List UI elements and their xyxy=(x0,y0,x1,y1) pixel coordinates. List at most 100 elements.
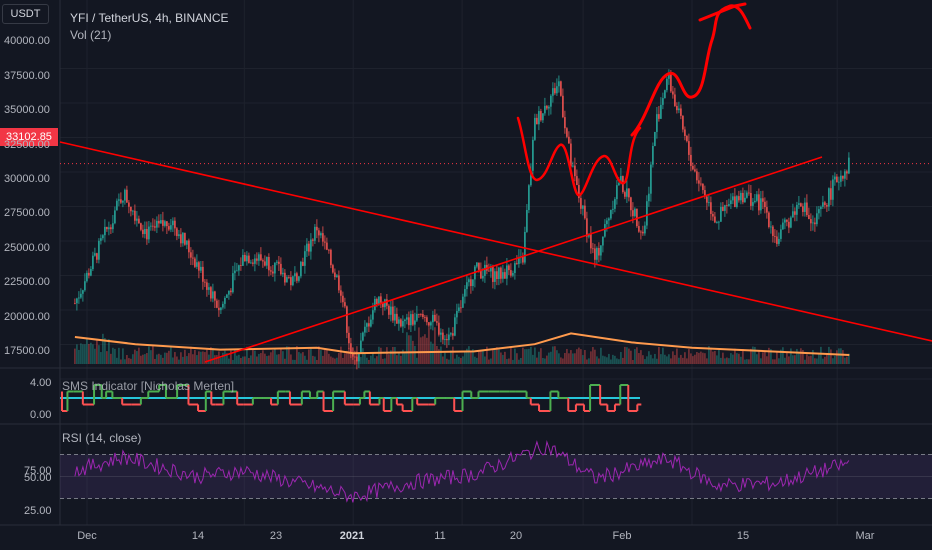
candle-body xyxy=(600,245,602,256)
candle-body xyxy=(168,226,170,230)
volume-bar xyxy=(224,350,226,364)
volume-bar xyxy=(312,355,314,364)
volume-bar xyxy=(390,350,392,364)
candle-body xyxy=(308,243,310,252)
candle-body xyxy=(530,170,532,186)
candle-body xyxy=(576,176,578,186)
volume-bar xyxy=(406,332,408,364)
candle-body xyxy=(362,332,364,341)
candle-body xyxy=(694,169,696,172)
volume-bar xyxy=(346,350,348,364)
volume-bar xyxy=(676,348,678,364)
candle-body xyxy=(770,226,772,228)
candle-body xyxy=(338,275,340,291)
candle-body xyxy=(122,200,124,203)
candle-body xyxy=(220,307,222,311)
volume-bar xyxy=(78,349,80,364)
volume-bar xyxy=(376,356,378,364)
volume-bar xyxy=(104,338,106,364)
volume-bar xyxy=(494,349,496,364)
volume-bar xyxy=(374,358,376,364)
candle-body xyxy=(710,202,712,214)
volume-bar xyxy=(248,357,250,364)
volume-bar xyxy=(750,348,752,364)
y-tick: 32500.00 xyxy=(4,139,50,151)
volume-bar xyxy=(592,347,594,364)
candle-body xyxy=(594,248,596,260)
candle-body xyxy=(248,255,250,263)
volume-bar xyxy=(500,352,502,364)
candle-body xyxy=(700,183,702,185)
candle-body xyxy=(232,273,234,293)
volume-bar xyxy=(176,356,178,364)
candle-body xyxy=(422,314,424,317)
candle-body xyxy=(222,303,224,308)
volume-bar xyxy=(212,347,214,364)
candle-body xyxy=(104,226,106,236)
volume-bar xyxy=(534,347,536,364)
volume-bar xyxy=(388,354,390,364)
volume-bar xyxy=(634,349,636,364)
volume-bar xyxy=(630,350,632,364)
volume-bar xyxy=(766,356,768,364)
volume-bar xyxy=(342,357,344,364)
candle-body xyxy=(250,262,252,264)
sms-indicator-pane xyxy=(60,384,642,412)
candle-body xyxy=(356,356,358,362)
candle-body xyxy=(344,302,346,307)
volume-bar xyxy=(386,347,388,364)
candle-body xyxy=(234,270,236,274)
volume-bar xyxy=(306,359,308,364)
candle-body xyxy=(580,198,582,209)
candle-body xyxy=(74,303,76,304)
candle-body xyxy=(760,198,762,211)
volume-bar xyxy=(530,346,532,364)
candle-body xyxy=(668,72,670,79)
volume-bar xyxy=(684,352,686,364)
volume-bar xyxy=(264,353,266,364)
candle-body xyxy=(834,176,836,180)
candle-body xyxy=(326,242,328,250)
candle-body xyxy=(214,291,216,301)
volume-bar xyxy=(694,354,696,364)
candle-body xyxy=(512,273,514,276)
candle-body xyxy=(822,202,824,207)
candle-body xyxy=(636,208,638,227)
volume-bar xyxy=(394,346,396,364)
volume-bar xyxy=(474,356,476,364)
candle-body xyxy=(442,332,444,340)
volume-bar xyxy=(382,358,384,364)
volume-bar xyxy=(562,358,564,364)
candle-body xyxy=(570,143,572,167)
volume-bar xyxy=(608,353,610,364)
candle-body xyxy=(396,313,398,324)
volume-bar xyxy=(276,354,278,364)
candle-body xyxy=(704,190,706,197)
candle-body xyxy=(554,88,556,94)
candle-body xyxy=(484,264,486,276)
candle-body xyxy=(466,282,468,290)
volume-bar xyxy=(408,335,410,364)
volume-bar xyxy=(222,352,224,364)
volume-bar xyxy=(298,352,300,364)
volume-bar xyxy=(142,354,144,364)
candle-body xyxy=(88,272,90,276)
volume-bar xyxy=(846,356,848,364)
volume-bar xyxy=(780,349,782,364)
volume-bar xyxy=(292,359,294,364)
volume-bar xyxy=(706,358,708,364)
candle-body xyxy=(226,294,228,298)
volume-bar xyxy=(86,338,88,364)
candle-body xyxy=(526,209,528,232)
volume-bar xyxy=(668,354,670,364)
volume-bar xyxy=(690,353,692,364)
volume-bar xyxy=(440,346,442,364)
currency-button[interactable]: USDT xyxy=(2,4,49,24)
candle-body xyxy=(754,200,756,203)
candle-body xyxy=(430,322,432,326)
volume-bar xyxy=(722,352,724,364)
candle-body xyxy=(400,319,402,327)
candle-body xyxy=(408,317,410,326)
candle-body xyxy=(146,228,148,240)
